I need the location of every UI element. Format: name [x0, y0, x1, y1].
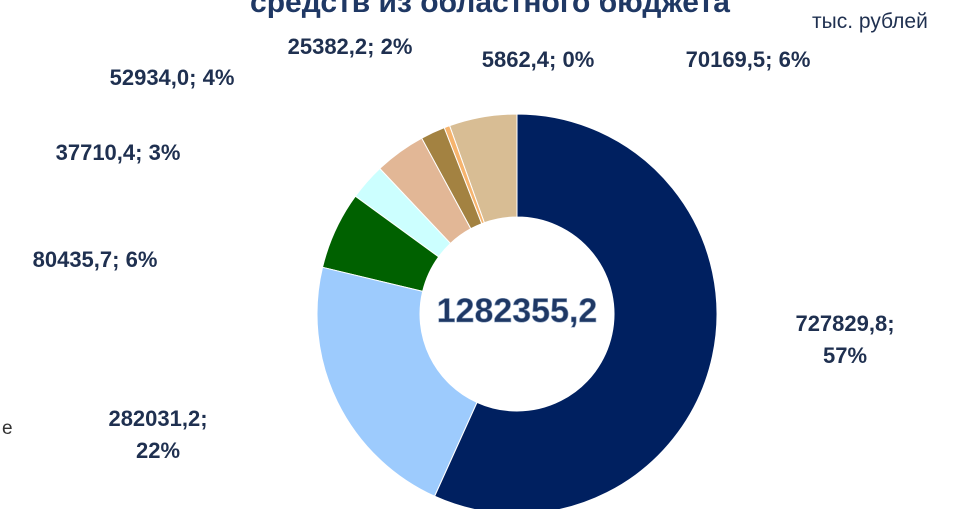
data-label: 5862,4; 0%	[481, 47, 595, 72]
donut-slice	[379, 137, 472, 245]
data-label: 37710,4; 3%	[55, 140, 181, 165]
data-label: 25382,2; 2%	[287, 34, 413, 59]
donut-slice	[354, 167, 452, 258]
data-label: 80435,7; 6%	[32, 247, 158, 272]
data-label: 52934,0; 4%	[109, 65, 235, 90]
donut-slice	[316, 266, 478, 497]
donut-slice	[321, 195, 440, 292]
side-text: е	[2, 418, 13, 439]
chart-title: средств из областного бюджета	[250, 0, 730, 19]
unit-label: тыс. рублей	[812, 10, 928, 33]
data-label: 727829,8; 57%	[795, 311, 895, 368]
data-label: 70169,5; 6%	[685, 47, 811, 72]
data-label: 282031,2; 22%	[108, 406, 208, 463]
center-label: 1282355,2	[437, 292, 598, 330]
donut-slice	[420, 127, 483, 230]
donut-slice	[433, 113, 718, 509]
